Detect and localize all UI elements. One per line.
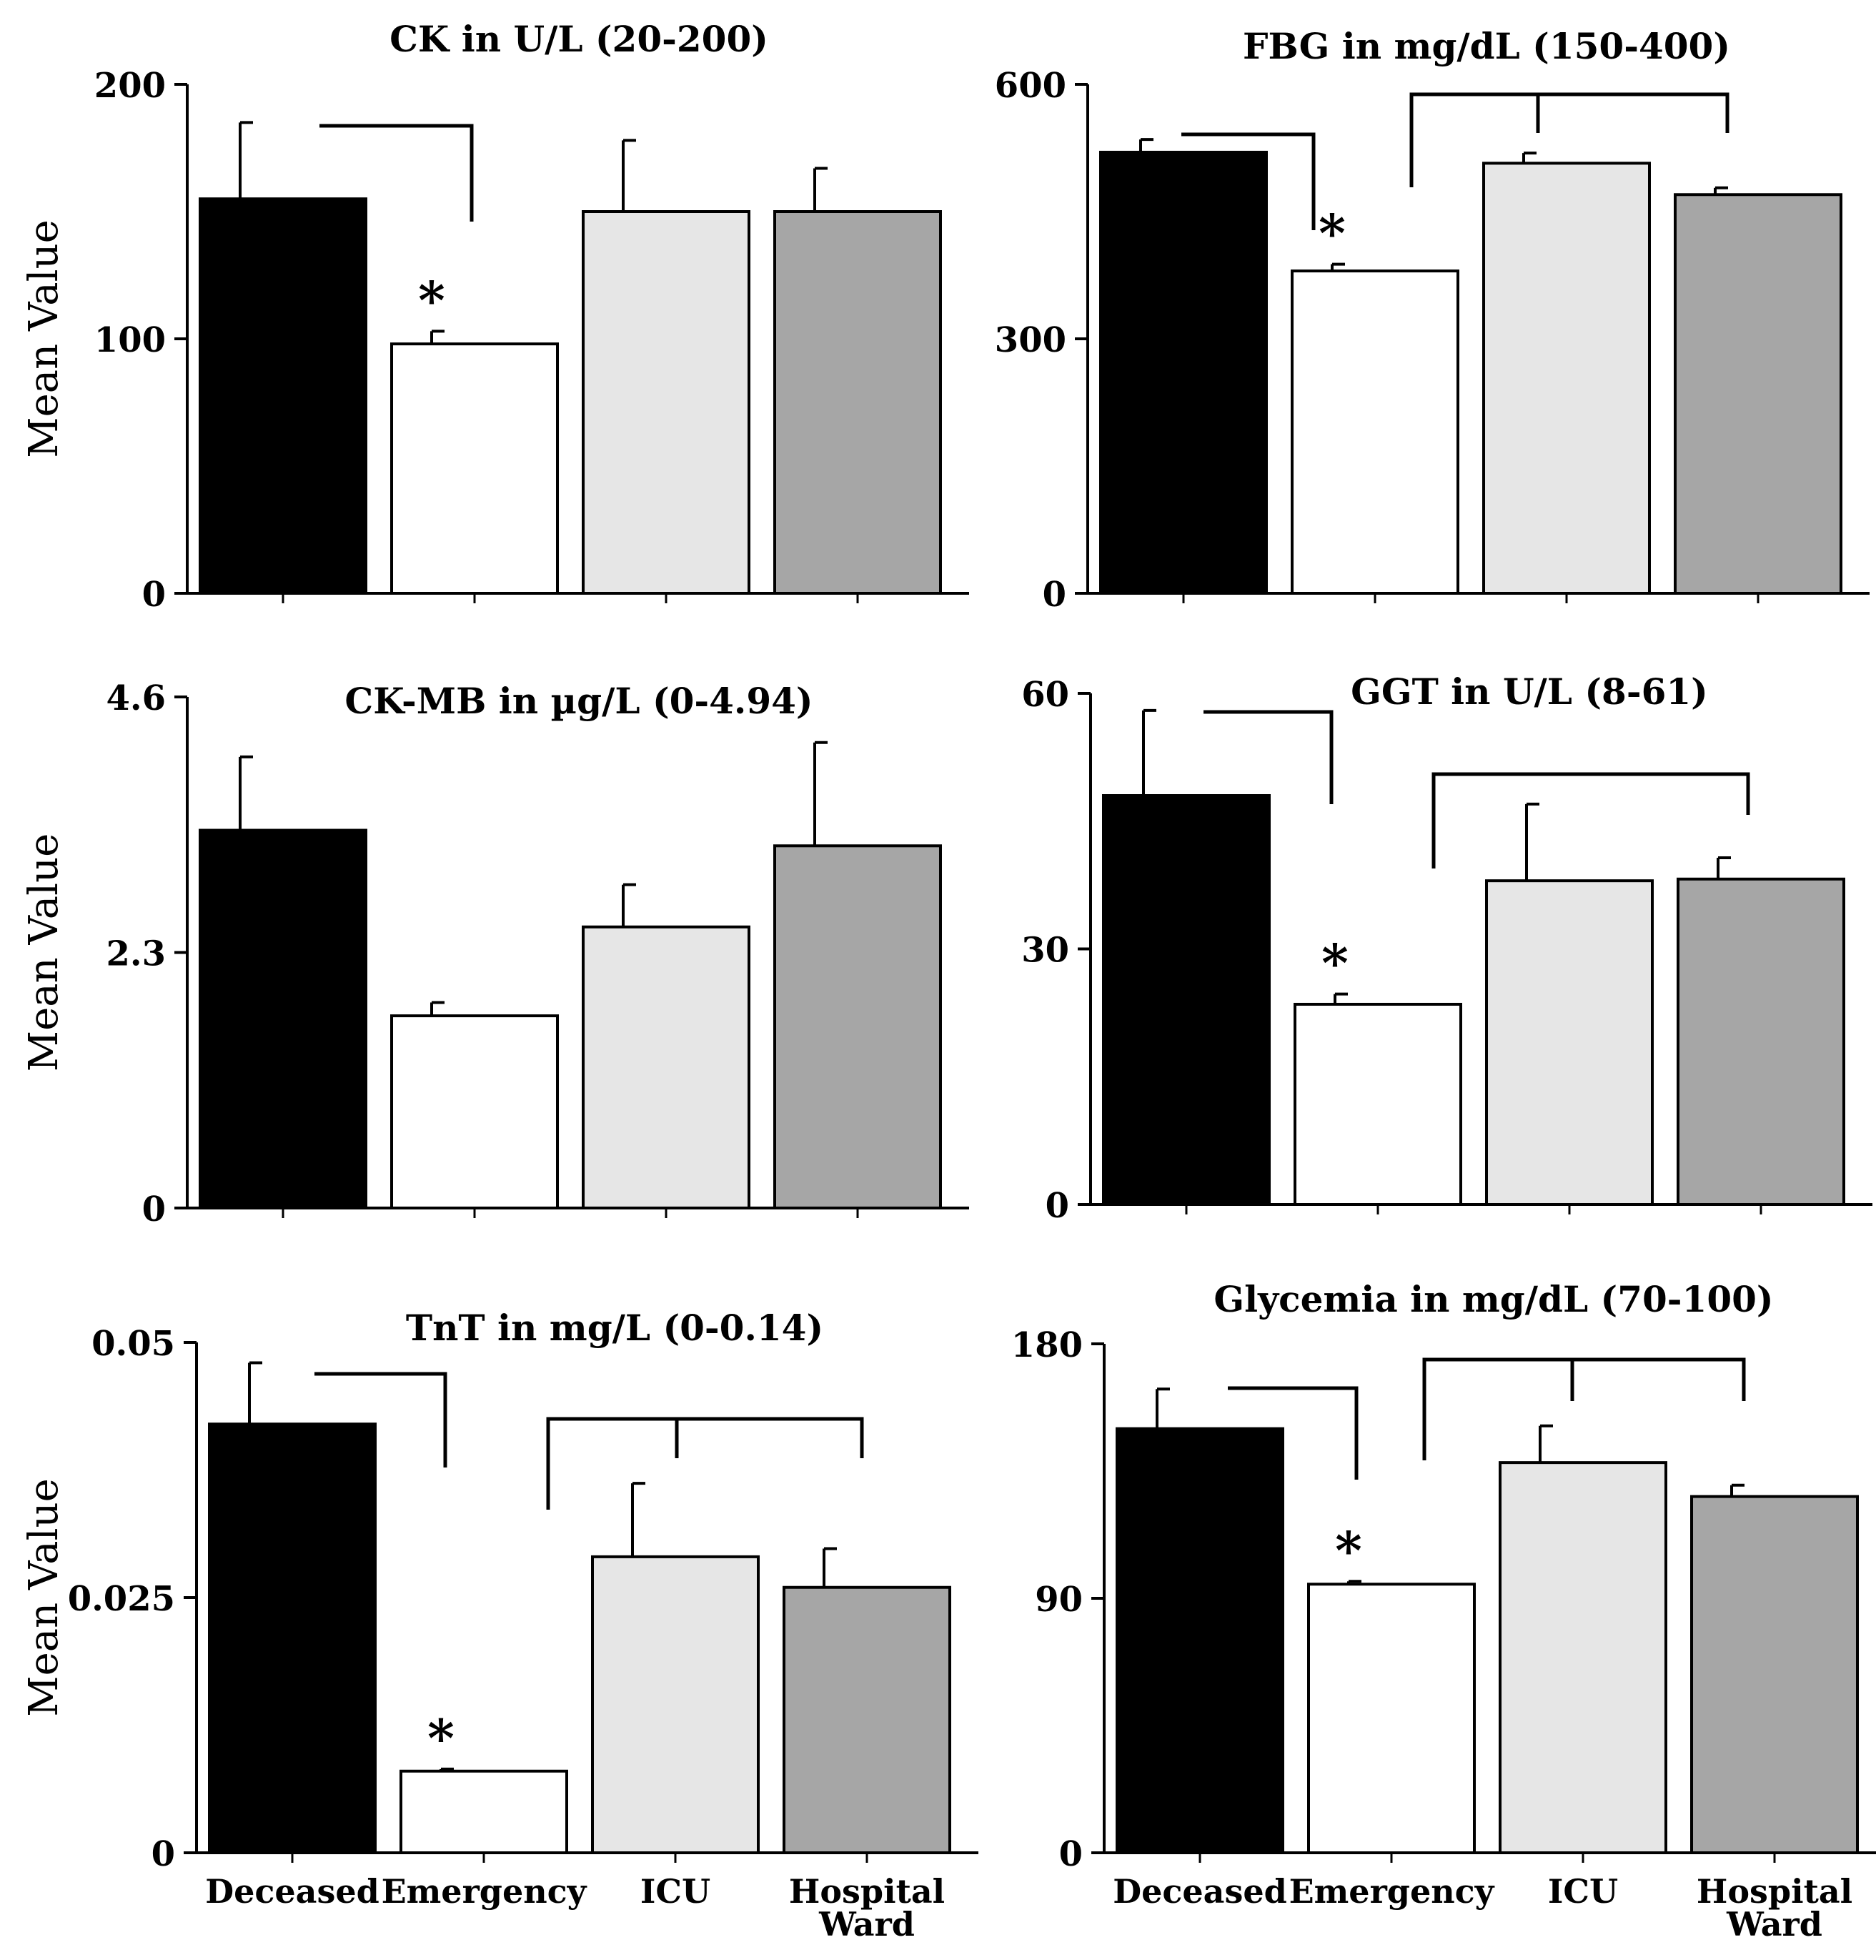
chart-panel: Glycemia in mg/dL (70-100) * 0 90 180 Decease…	[1011, 1278, 1876, 1944]
x-tick-label: Emergency	[382, 1872, 587, 1911]
significance-bracket	[1181, 132, 1316, 230]
chart-title: TnT in mg/L (0-0.14)	[406, 1307, 823, 1349]
significance-marker: *	[1319, 203, 1346, 264]
bar	[1677, 877, 1845, 1206]
x-tick-label: ICU	[640, 1872, 710, 1911]
y-tick-label: 0	[142, 575, 166, 615]
y-tick-label: 2.3	[106, 934, 166, 974]
y-tick-label: 180	[1011, 1325, 1083, 1365]
bar	[1291, 269, 1459, 595]
significance-bracket	[1409, 92, 1729, 187]
y-tick-label: 90	[1035, 1580, 1083, 1620]
x-tick-label: Ward	[1726, 1905, 1822, 1944]
bar	[1674, 193, 1842, 595]
y-tick-label: 0	[1059, 1834, 1083, 1874]
bar	[390, 342, 559, 595]
bar	[773, 844, 942, 1209]
chart-title: FBG in mg/dL (150-400)	[1243, 25, 1730, 67]
y-tick-label: 100	[94, 320, 166, 360]
x-tick-label: Deceased	[205, 1872, 379, 1911]
significance-marker: *	[418, 269, 445, 330]
significance-bracket	[314, 1372, 447, 1467]
bar	[773, 210, 942, 595]
bar	[1099, 150, 1268, 595]
chart-title: GGT in U/L (8-61)	[1351, 670, 1708, 713]
significance-bracket	[319, 124, 474, 222]
significance-bracket	[546, 1417, 864, 1510]
y-tick-label: 0.05	[91, 1324, 175, 1364]
y-tick-label: 0	[152, 1834, 175, 1874]
bar	[591, 1555, 760, 1854]
significance-bracket	[1431, 772, 1750, 868]
y-tick-label: 0	[1043, 575, 1066, 615]
significance-bracket	[1422, 1357, 1746, 1460]
y-axis-label: Mean Value	[21, 1478, 67, 1717]
bar	[1499, 1461, 1667, 1854]
chart-panel: CK in U/L (20-200) Mean Value * 0 100 200	[21, 18, 969, 615]
bar	[390, 1014, 559, 1209]
x-tick-label: Hospital	[1697, 1872, 1852, 1911]
chart-panel: CK-MB in µg/L (0-4.94) Mean Value 0 2.3 4.6	[21, 678, 969, 1229]
chart-panel: GGT in U/L (8-61) * 0 30 60	[1021, 670, 1872, 1226]
y-tick-label: 600	[995, 66, 1066, 106]
y-tick-label: 0.025	[68, 1579, 175, 1619]
chart-title: CK-MB in µg/L (0-4.94)	[344, 680, 813, 722]
significance-bracket	[1228, 1386, 1359, 1480]
y-tick-label: 0	[1046, 1186, 1069, 1226]
chart-title: CK in U/L (20-200)	[389, 18, 768, 60]
bar	[783, 1585, 951, 1854]
significance-marker: *	[427, 1708, 455, 1768]
bar	[1690, 1495, 1859, 1855]
bar	[399, 1769, 568, 1855]
y-tick-label: 200	[94, 66, 166, 106]
bar	[199, 828, 367, 1209]
brackets	[314, 92, 1750, 1510]
x-tick-label: Ward	[818, 1905, 915, 1944]
significance-marker: *	[1321, 933, 1349, 994]
significance-marker: *	[1335, 1520, 1362, 1580]
x-tick-label: Hospital	[789, 1872, 945, 1911]
bar	[199, 197, 367, 595]
bar	[1102, 794, 1271, 1206]
y-axis-label: Mean Value	[21, 219, 67, 458]
bar	[1485, 879, 1654, 1206]
y-axis-label: Mean Value	[21, 833, 67, 1072]
y-tick-label: 0	[142, 1189, 166, 1229]
y-tick-label: 30	[1021, 931, 1069, 971]
bar	[1294, 1002, 1462, 1207]
significance-bracket	[1203, 710, 1334, 804]
x-tick-label: Deceased	[1113, 1872, 1287, 1911]
x-tick-label: Emergency	[1289, 1872, 1495, 1911]
bar	[208, 1422, 377, 1854]
bar	[1307, 1583, 1476, 1854]
y-tick-label: 300	[995, 320, 1066, 360]
chart-title: Glycemia in mg/dL (70-100)	[1214, 1278, 1773, 1320]
bar	[1482, 162, 1651, 595]
y-tick-label: 4.6	[106, 678, 166, 718]
x-tick-label: ICU	[1548, 1872, 1618, 1911]
y-tick-label: 60	[1021, 675, 1069, 715]
bar	[582, 925, 750, 1209]
bar	[1116, 1427, 1284, 1854]
bar	[582, 210, 750, 595]
chart-panel: TnT in mg/L (0-0.14) Mean Value * 0 0.025 0.0…	[21, 1307, 978, 1944]
chart-panel: FBG in mg/dL (150-400) * 0 300 600	[995, 25, 1870, 615]
